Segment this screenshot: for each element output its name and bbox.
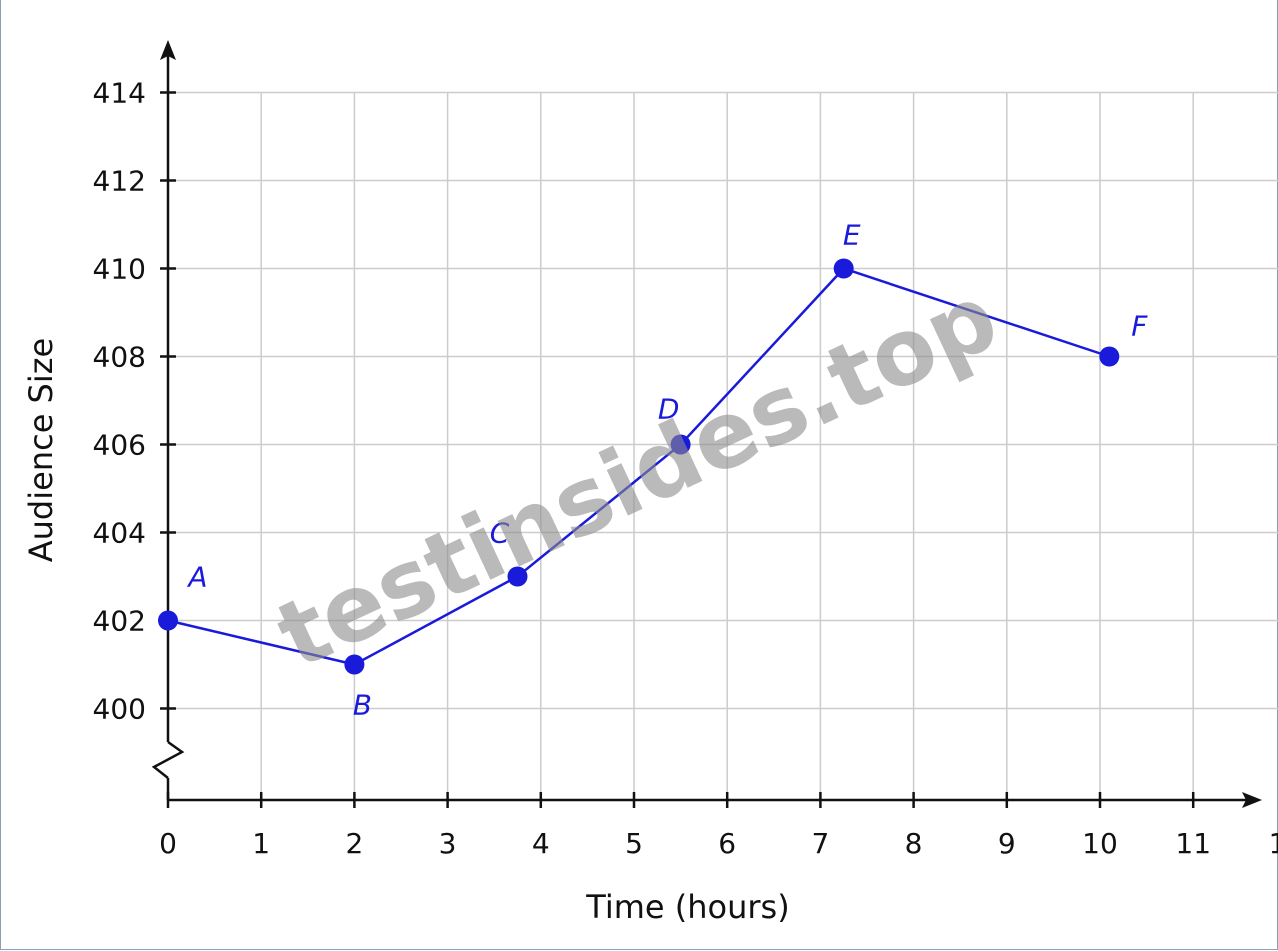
data-point-b	[344, 654, 365, 675]
y-tick-label: 402	[93, 605, 146, 638]
y-tick-label: 414	[93, 77, 146, 110]
x-tick-label: 4	[532, 827, 550, 860]
point-label-a: A	[186, 561, 207, 594]
x-tick-label: 10	[1082, 827, 1118, 860]
y-tick-label: 404	[93, 517, 146, 550]
x-tick-label: 2	[345, 827, 363, 860]
y-axis-break-icon	[151, 740, 185, 779]
point-label-b: B	[353, 689, 372, 722]
point-label-c: C	[490, 517, 510, 550]
watermark: testinsides.top	[262, 263, 1014, 689]
point-label-d: D	[658, 393, 680, 426]
x-tick-label: 12	[1269, 827, 1278, 860]
x-tick-label: 6	[718, 827, 736, 860]
x-tick-label: 11	[1175, 827, 1211, 860]
x-tick-label: 8	[905, 827, 923, 860]
y-tick-label: 406	[93, 429, 146, 462]
y-axis-title: Audience Size	[22, 338, 60, 562]
point-label-f: F	[1131, 310, 1148, 343]
y-ticks: 400 402 404 406 408 410 412 414	[93, 77, 176, 726]
series: A B C D E F	[158, 219, 1148, 722]
data-point-e	[833, 258, 854, 279]
y-axis-arrow-icon	[160, 40, 176, 60]
series-line	[167, 267, 1110, 666]
x-tick-label: 0	[159, 827, 177, 860]
x-axis-arrow-icon	[1242, 792, 1262, 808]
grid	[168, 91, 1278, 800]
x-axis-title: Time (hours)	[585, 888, 789, 926]
x-tick-label: 3	[439, 827, 457, 860]
y-tick-label: 400	[93, 693, 146, 726]
axes	[151, 40, 1262, 808]
x-tick-label: 5	[625, 827, 643, 860]
y-tick-label: 408	[93, 341, 146, 374]
data-point-a	[158, 610, 178, 631]
x-tick-label: 1	[252, 827, 270, 860]
x-ticks: 0123456789101112	[159, 792, 1278, 860]
point-label-e: E	[843, 219, 861, 252]
y-tick-label: 412	[93, 165, 146, 198]
data-point-d	[670, 434, 691, 455]
data-point-f	[1099, 346, 1120, 367]
y-tick-label: 410	[93, 253, 146, 286]
x-tick-label: 7	[811, 827, 829, 860]
x-tick-label: 9	[998, 827, 1016, 860]
data-point-c	[507, 566, 528, 587]
